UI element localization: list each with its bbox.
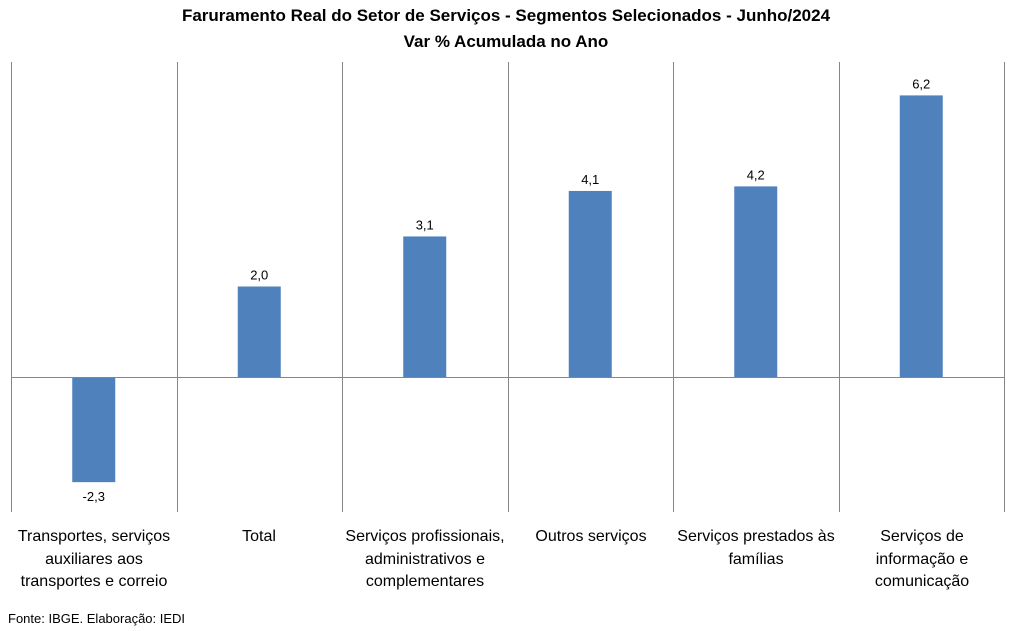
category-label-outros-servicos: Outros serviços	[535, 528, 647, 545]
bar	[899, 95, 943, 378]
data-label: 4,1	[581, 172, 599, 187]
chart-title: Faruramento Real do Setor de Serviços - …	[181, 6, 831, 25]
data-label: 4,2	[747, 167, 765, 182]
data-label: 3,1	[416, 217, 434, 232]
source-note: Fonte: IBGE. Elaboração: IEDI	[8, 611, 186, 626]
data-label: -2,3	[83, 489, 105, 504]
category-label-transportes: Transportes, serviços auxiliares aos tra…	[17, 528, 171, 590]
bar	[72, 377, 116, 483]
data-label: 6,2	[912, 76, 930, 91]
category-label-total: Total	[242, 528, 276, 545]
category-label-servicos-profissionais: Serviços profissionais, administrativos …	[345, 528, 505, 590]
bar	[734, 186, 778, 378]
bar	[237, 286, 281, 378]
bar	[403, 236, 447, 378]
category-label-servicos-familias: Serviços prestados às famílias	[677, 528, 835, 568]
chart-subtitle: Var % Acumulada no Ano	[403, 32, 609, 51]
data-label: 2,0	[250, 268, 268, 283]
category-label-informacao-comunicacao: Serviços de informação e comunicação	[874, 528, 970, 590]
bar	[568, 190, 612, 378]
